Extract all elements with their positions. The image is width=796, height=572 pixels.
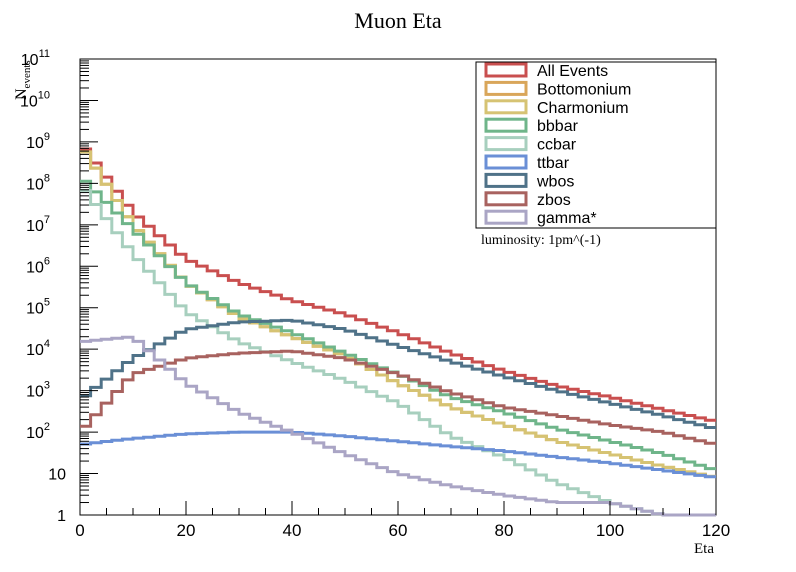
legend-box: [475, 61, 717, 229]
legend-swatch: [484, 99, 528, 115]
y-tick-label: 102: [26, 421, 50, 442]
x-tick-label: 120: [702, 521, 730, 540]
legend-swatch: [484, 191, 528, 207]
x-tick-label: 80: [495, 521, 514, 540]
luminosity-annotation: luminosity: 1pm^(-1): [481, 233, 601, 248]
series-line-7: [80, 349, 716, 445]
y-tick-label: 109: [26, 131, 50, 152]
y-tick-label: 103: [26, 380, 50, 401]
legend-label: zbos: [537, 192, 571, 209]
y-tick-label: 107: [26, 214, 50, 235]
legend-label: Bottomonium: [537, 81, 631, 98]
y-tick-label: 105: [26, 297, 50, 318]
legend-swatch: [484, 136, 528, 152]
x-tick-label: 20: [177, 521, 196, 540]
y-axis-label: Nevents: [13, 60, 33, 100]
x-tick-label: 100: [596, 521, 624, 540]
legend-label: All Events: [537, 63, 608, 80]
x-tick-label: 40: [283, 521, 302, 540]
legend-label: ccbar: [537, 137, 577, 154]
series-line-6: [80, 318, 716, 429]
series-layer: [80, 147, 716, 517]
chart-title: Muon Eta: [354, 8, 442, 33]
y-tick-label: 108: [26, 172, 50, 193]
series-line-5: [80, 430, 716, 479]
series-line-0: [80, 147, 716, 422]
y-tick-label: 1: [57, 508, 66, 525]
legend-label: wbos: [536, 173, 574, 190]
series-line-8: [80, 335, 716, 517]
series-line-4: [80, 188, 716, 517]
legend-swatch: [484, 172, 528, 188]
y-tick-label: 1011: [21, 48, 50, 69]
legend-label: gamma*: [537, 210, 597, 227]
y-tick-label: 106: [26, 255, 50, 276]
x-axis-label: Eta: [694, 541, 714, 557]
y-tick-label: 1010: [20, 89, 50, 110]
x-tick-label: 0: [75, 521, 84, 540]
x-tick-label: 60: [389, 521, 408, 540]
legend-swatch: [484, 154, 528, 170]
y-tick-label: 10: [48, 467, 66, 484]
legend-swatch: [484, 80, 528, 96]
y-tick-label: 104: [26, 338, 50, 359]
legend-label: Charmonium: [537, 100, 629, 117]
axes: 0 20 40 60 80 100 120 1 10 102 103 104 105 106 107 108 1…: [20, 48, 730, 540]
legend-swatch: [484, 117, 528, 133]
legend-swatch: [484, 62, 528, 78]
legend-label: bbbar: [537, 118, 579, 135]
legend-label: ttbar: [537, 155, 570, 172]
legend-swatch: [484, 209, 528, 225]
